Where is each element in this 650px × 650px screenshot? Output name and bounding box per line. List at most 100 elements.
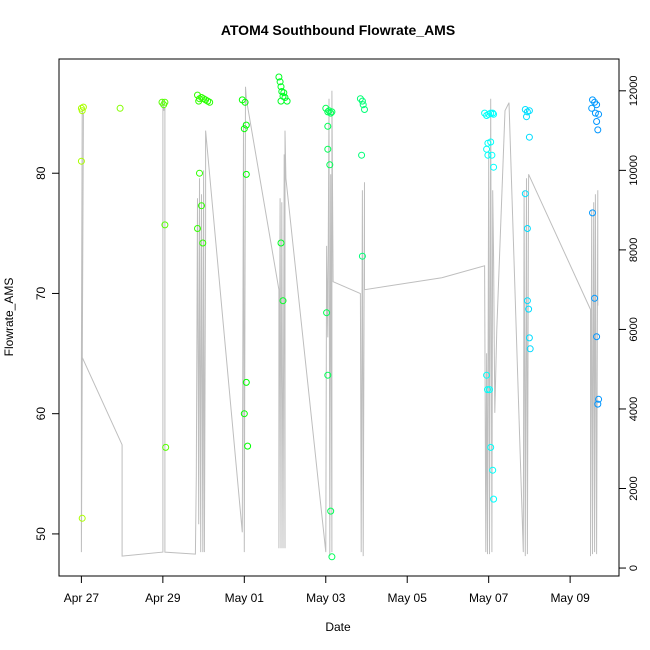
data-point bbox=[324, 371, 332, 379]
data-point bbox=[242, 170, 250, 178]
data-point bbox=[591, 294, 599, 302]
data-point bbox=[240, 125, 248, 133]
data-point bbox=[277, 83, 285, 91]
data-point bbox=[283, 97, 291, 105]
data-point bbox=[328, 108, 336, 116]
data-point bbox=[526, 345, 534, 353]
data-point bbox=[161, 221, 169, 229]
x-tick-label: May 01 bbox=[225, 591, 265, 605]
data-point bbox=[78, 107, 86, 115]
data-point bbox=[206, 98, 214, 106]
data-point bbox=[116, 104, 124, 112]
data-point bbox=[195, 97, 203, 105]
y2-tick-label: 12000 bbox=[628, 76, 640, 107]
data-point bbox=[77, 157, 85, 165]
data-point bbox=[196, 169, 203, 177]
chart-title: ATOM4 Southbound Flowrate_AMS bbox=[221, 22, 455, 38]
y-tick-label: 70 bbox=[34, 286, 48, 300]
data-point bbox=[241, 98, 249, 106]
y2-tick-label: 0 bbox=[628, 565, 640, 571]
data-point bbox=[487, 138, 495, 146]
data-point bbox=[488, 151, 496, 159]
data-point bbox=[328, 553, 336, 561]
data-point bbox=[198, 202, 205, 210]
data-point bbox=[323, 309, 331, 317]
data-point bbox=[489, 466, 497, 474]
y-axis-right: 0 2000 4000 6000 8000 10000 12000 bbox=[618, 76, 640, 571]
data-point bbox=[525, 107, 533, 115]
x-tick-label: May 09 bbox=[550, 591, 590, 605]
data-point bbox=[242, 378, 250, 386]
x-tick-label: Apr 29 bbox=[145, 591, 181, 605]
data-point bbox=[490, 163, 498, 171]
data-point bbox=[521, 190, 529, 198]
data-point bbox=[593, 118, 601, 125]
data-point bbox=[489, 109, 497, 117]
data-point bbox=[525, 133, 533, 141]
data-point bbox=[523, 297, 531, 305]
x-tick-label: Apr 27 bbox=[64, 591, 100, 605]
data-point bbox=[483, 371, 491, 379]
x-tick-label: May 05 bbox=[388, 591, 428, 605]
data-point bbox=[487, 443, 495, 451]
data-point bbox=[358, 97, 366, 105]
y-tick-label: 60 bbox=[34, 407, 48, 421]
data-point bbox=[194, 225, 201, 232]
data-point bbox=[591, 109, 599, 117]
data-point bbox=[324, 122, 332, 130]
point-series bbox=[77, 73, 603, 561]
data-point bbox=[240, 410, 248, 418]
data-point bbox=[78, 514, 86, 522]
data-point bbox=[595, 395, 603, 403]
data-point bbox=[358, 151, 366, 159]
data-point bbox=[279, 297, 287, 305]
data-point bbox=[593, 333, 601, 341]
data-point bbox=[525, 305, 533, 313]
data-point bbox=[359, 101, 367, 109]
data-point bbox=[280, 89, 288, 97]
secondary-line bbox=[80, 86, 599, 557]
data-point bbox=[486, 386, 493, 394]
data-point bbox=[199, 239, 207, 247]
data-point bbox=[327, 507, 335, 515]
data-point bbox=[244, 442, 252, 450]
line-series bbox=[80, 86, 599, 557]
y2-tick-label: 4000 bbox=[628, 397, 640, 421]
data-point bbox=[326, 161, 334, 169]
y2-tick-label: 10000 bbox=[628, 155, 640, 186]
y2-tick-label: 2000 bbox=[628, 476, 640, 500]
data-point bbox=[523, 113, 530, 121]
data-point bbox=[484, 151, 492, 159]
x-tick-label: May 03 bbox=[306, 591, 346, 605]
data-point bbox=[324, 145, 332, 153]
data-point bbox=[593, 101, 601, 109]
data-point bbox=[277, 239, 285, 247]
data-point bbox=[276, 78, 284, 86]
data-point bbox=[490, 495, 498, 503]
y2-tick-label: 6000 bbox=[628, 317, 640, 341]
data-point bbox=[242, 121, 250, 129]
data-point bbox=[594, 400, 602, 408]
x-tick-label: May 07 bbox=[469, 591, 509, 605]
data-point bbox=[588, 104, 596, 112]
data-point bbox=[79, 103, 87, 111]
y-axis-left: 50 60 70 80 bbox=[34, 166, 60, 541]
data-point bbox=[523, 225, 531, 232]
data-point bbox=[589, 209, 596, 217]
data-point bbox=[484, 386, 491, 394]
data-point bbox=[327, 109, 335, 117]
data-point bbox=[490, 110, 498, 118]
y2-tick-label: 8000 bbox=[628, 238, 640, 262]
data-point bbox=[595, 110, 603, 118]
data-point bbox=[162, 443, 170, 451]
x-axis-label: Date bbox=[325, 620, 351, 634]
data-point bbox=[594, 126, 602, 134]
data-point bbox=[525, 334, 533, 342]
data-point bbox=[358, 252, 366, 260]
data-point bbox=[281, 94, 289, 101]
y-axis-label: Flowrate_AMS bbox=[2, 278, 16, 357]
data-point bbox=[161, 98, 169, 106]
